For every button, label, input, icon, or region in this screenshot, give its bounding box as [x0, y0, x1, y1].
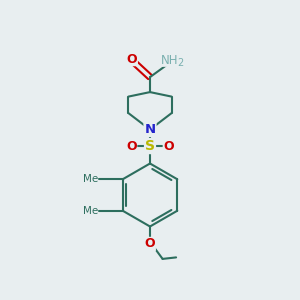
Text: Me: Me — [83, 206, 98, 216]
Text: O: O — [126, 140, 137, 153]
Text: O: O — [127, 52, 137, 66]
Text: 2: 2 — [177, 58, 183, 68]
Text: O: O — [145, 237, 155, 250]
Text: N: N — [144, 123, 156, 136]
Text: O: O — [163, 140, 174, 153]
Text: NH: NH — [161, 53, 178, 67]
Text: Me: Me — [83, 174, 98, 184]
Text: S: S — [145, 139, 155, 153]
